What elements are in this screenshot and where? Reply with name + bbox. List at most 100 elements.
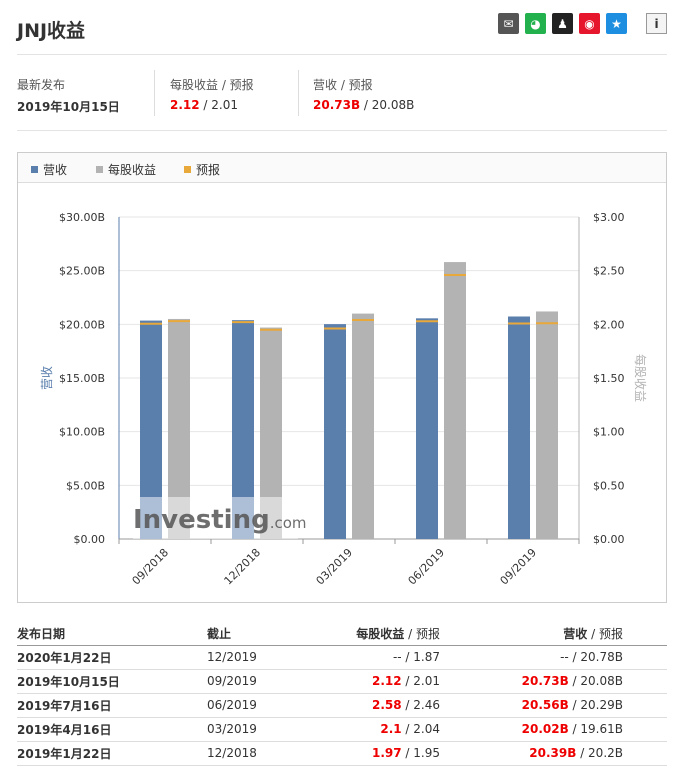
eps-forecast-value: 2.46: [413, 698, 440, 712]
revenue-value: 20.56B: [521, 698, 569, 712]
revenue-bar: [508, 316, 530, 539]
column-header[interactable]: 发布日期: [17, 622, 207, 646]
legend-label: 预报: [196, 163, 221, 177]
revenue-value: 20.73B: [521, 674, 569, 688]
column-header-eps: 每股收益: [356, 626, 405, 641]
watermark-band: [133, 497, 298, 539]
divider: [298, 70, 299, 116]
x-tick-label: 12/2018: [222, 546, 264, 588]
separator: /: [199, 98, 212, 112]
eps-value: 2.1: [380, 722, 402, 736]
revenue-bar: [140, 320, 162, 539]
eps-forecast-value: 2.04: [413, 722, 440, 736]
table-row: 2019年10月15日 09/2019 2.12 / 2.01 20.73B / 20…: [17, 669, 667, 694]
period-cell: 12/2019: [207, 645, 317, 670]
info-icon[interactable]: i: [646, 13, 667, 34]
eps-value: 1.97: [372, 746, 402, 760]
y-axis-title-left: 营收: [40, 366, 54, 390]
revenue-summary-label: 营收 / 预报: [313, 78, 373, 92]
column-header: 每股收益 / 预报: [317, 622, 440, 646]
revenue-forecast: 20.08B: [371, 98, 415, 112]
latest-release: 最新发布 2019年10月15日: [17, 76, 120, 115]
spacer-cell: [623, 645, 667, 670]
revenue-value: 20.02B: [521, 722, 569, 736]
weibo-icon[interactable]: ◉: [579, 13, 600, 34]
eps-bar: [260, 327, 282, 539]
column-header: 截止: [207, 622, 317, 646]
mail-icon[interactable]: ✉: [498, 13, 519, 34]
separator: /: [401, 722, 414, 736]
table-row: 2019年7月16日 06/2019 2.58 / 2.46 20.56B / 20.…: [17, 693, 667, 718]
column-header-revenue-forecast: 预报: [598, 626, 623, 641]
chart-plot: $0.00 $0.00 $5.00B $0.50 $10.00B $1.00 $15.00B…: [40, 211, 648, 588]
table-row: 2019年1月22日 12/2018 1.97 / 1.95 20.39B / 20.…: [17, 741, 667, 766]
legend-item-revenue[interactable]: 营收: [31, 161, 67, 178]
y-tick-label-right: $0.50: [593, 479, 625, 492]
x-tick-label: 03/2019: [314, 546, 356, 588]
y-tick-label-left: $25.00B: [59, 265, 105, 278]
wechat-icon[interactable]: ◕: [525, 13, 546, 34]
separator: /: [568, 698, 581, 712]
eps-bar: [444, 262, 466, 539]
eps-bar: [536, 311, 558, 539]
period-cell: 06/2019: [207, 693, 317, 718]
revenue-forecast-value: 20.2B: [588, 746, 623, 760]
separator: /: [404, 626, 416, 641]
y-tick-label-right: $1.50: [593, 372, 625, 385]
investing-logo: Investing.com: [133, 505, 307, 535]
eps-bar: [168, 318, 190, 539]
revenue-cell: 20.02B / 19.61B: [440, 717, 623, 742]
eps-cell: -- / 1.87: [317, 645, 440, 670]
separator: /: [401, 674, 414, 688]
release-date-cell: 2019年4月16日: [17, 717, 207, 742]
separator: /: [587, 626, 599, 641]
latest-release-date: 2019年10月15日: [17, 100, 120, 114]
separator: /: [401, 746, 414, 760]
y-tick-label-right: $1.00: [593, 426, 625, 439]
revenue-forecast-value: 19.61B: [580, 722, 623, 736]
revenue-cell: 20.73B / 20.08B: [440, 669, 623, 694]
revenue-cell: -- / 20.78B: [440, 645, 623, 670]
column-header-spacer: [623, 622, 667, 646]
release-date-cell: 2019年10月15日: [17, 669, 207, 694]
y-tick-label-right: $3.00: [593, 211, 625, 224]
eps-value: 2.58: [372, 698, 402, 712]
separator: /: [401, 650, 414, 664]
column-header: 营收 / 预报: [440, 622, 623, 646]
eps-bar: [352, 313, 374, 539]
eps-value: 2.12: [372, 674, 402, 688]
earnings-table: 发布日期 截止 每股收益 / 预报 营收 / 预报 2020年1月22日 12/2…: [17, 622, 667, 766]
column-header-revenue: 营收: [563, 626, 588, 641]
y-tick-label-right: $2.00: [593, 318, 625, 331]
y-tick-label-left: $10.00B: [59, 426, 105, 439]
qzone-icon[interactable]: ★: [606, 13, 627, 34]
eps-summary-label: 每股收益 / 预报: [170, 78, 254, 92]
forecast-swatch: [184, 166, 191, 173]
page-title: JNJ收益: [17, 20, 86, 42]
eps-forecast-value: 1.87: [413, 650, 440, 664]
divider: [17, 54, 667, 55]
release-date-cell: 2019年7月16日: [17, 693, 207, 718]
legend-item-forecast[interactable]: 预报: [184, 161, 220, 178]
share-toolbar: ✉ ◕ ♟ ◉ ★: [492, 13, 627, 35]
legend-item-eps[interactable]: 每股收益: [96, 161, 156, 178]
separator: /: [576, 746, 589, 760]
revenue-value: --: [560, 650, 569, 664]
x-tick-label: 09/2019: [498, 546, 540, 588]
separator: /: [568, 722, 581, 736]
revenue-cell: 20.39B / 20.2B: [440, 741, 623, 766]
revenue-forecast-value: 20.08B: [580, 674, 623, 688]
eps-cell: 2.1 / 2.04: [317, 717, 440, 742]
legend-label: 营收: [43, 163, 68, 177]
y-tick-label-left: $30.00B: [59, 211, 105, 224]
eps-cell: 2.58 / 2.46: [317, 693, 440, 718]
eps-cell: 2.12 / 2.01: [317, 669, 440, 694]
x-tick-label: 06/2019: [406, 546, 448, 588]
separator: /: [568, 650, 581, 664]
revenue-value: 20.39B: [529, 746, 577, 760]
qq-icon[interactable]: ♟: [552, 13, 573, 34]
revenue-bar: [324, 324, 346, 539]
spacer-cell: [623, 693, 667, 718]
spacer-cell: [623, 717, 667, 742]
period-cell: 09/2019: [207, 669, 317, 694]
